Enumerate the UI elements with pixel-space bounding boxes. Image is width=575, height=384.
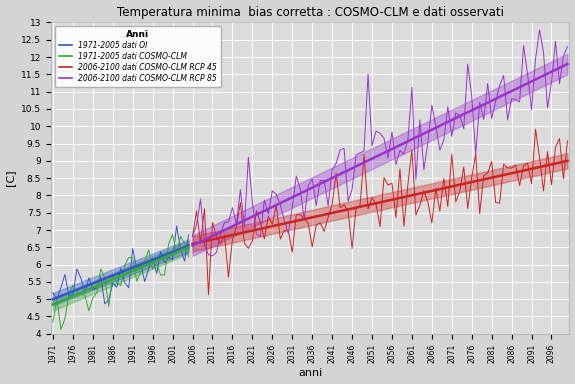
- Legend: 1971-2005 dati OI, 1971-2005 dati COSMO-CLM, 2006-2100 dati COSMO-CLM RCP 45, 20: 1971-2005 dati OI, 1971-2005 dati COSMO-…: [55, 26, 221, 87]
- X-axis label: anni: anni: [298, 368, 323, 379]
- Title: Temperatura minima  bias corretta : COSMO-CLM e dati osservati: Temperatura minima bias corretta : COSMO…: [117, 5, 504, 18]
- Y-axis label: [C]: [C]: [6, 170, 16, 187]
